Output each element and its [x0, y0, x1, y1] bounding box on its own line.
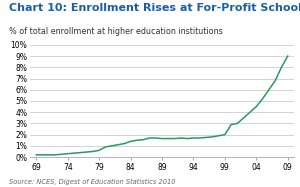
- Text: Source: NCES, Digest of Education Statistics 2010: Source: NCES, Digest of Education Statis…: [9, 179, 175, 185]
- Text: % of total enrollment at higher education institutions: % of total enrollment at higher educatio…: [9, 27, 223, 36]
- Text: Chart 10: Enrollment Rises at For-Profit Schools: Chart 10: Enrollment Rises at For-Profit…: [9, 3, 300, 13]
